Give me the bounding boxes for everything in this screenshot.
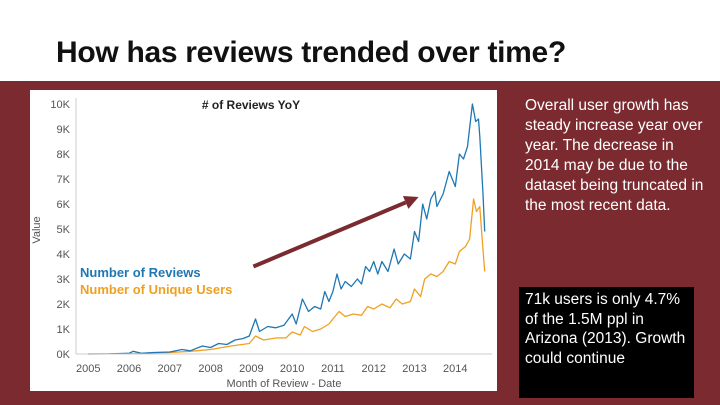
x-axis-label: Month of Review - Date [227, 378, 342, 390]
x-tick-label: 2013 [402, 363, 426, 375]
y-tick-label: 2K [57, 299, 71, 311]
y-tick-label: 9K [57, 124, 71, 136]
note-text: 71k users is only 4.7% of the 1.5M ppl i… [525, 291, 686, 367]
chart-title: # of Reviews YoY [202, 98, 300, 112]
y-tick-label: 6K [57, 199, 71, 211]
annotation-layer [252, 195, 419, 269]
x-tick-label: 2005 [76, 363, 100, 375]
x-tick-label: 2008 [198, 363, 222, 375]
y-tick-label: 0K [57, 349, 71, 361]
trend-arrow-head [402, 195, 419, 209]
slide-title: How has reviews trended over time? [56, 36, 566, 69]
legend-unique-users: Number of Unique Users [80, 282, 232, 297]
trend-arrow-shaft [252, 200, 407, 269]
x-tick-label: 2011 [321, 363, 345, 375]
y-tick-label: 5K [57, 224, 71, 236]
x-tick-label: 2010 [280, 363, 304, 375]
series-layer [88, 103, 486, 355]
y-tick-label: 7K [57, 174, 71, 186]
series-line-number-of-unique-users [88, 198, 486, 355]
y-tick-label: 8K [57, 149, 71, 161]
chart-card: 0K 1K 2K 3K 4K 5K 6K 7K 8K 9K 10K 2005 2006 2007 2008 2… [30, 90, 497, 391]
y-tick-label: 3K [57, 274, 71, 286]
series-line-number-of-reviews [88, 103, 486, 355]
y-tick-label: 4K [57, 249, 71, 261]
x-tick-label: 2007 [158, 363, 182, 375]
axis-layer: 0K 1K 2K 3K 4K 5K 6K 7K 8K 9K 10K 2005 2006 2007 2008 2… [50, 99, 467, 375]
note-box: 71k users is only 4.7% of the 1.5M ppl i… [519, 287, 694, 398]
x-tick-label: 2014 [443, 363, 467, 375]
y-tick-label: 10K [50, 99, 70, 111]
reviews-line-chart: 0K 1K 2K 3K 4K 5K 6K 7K 8K 9K 10K 2005 2006 2007 2008 2… [31, 98, 492, 390]
insight-text: Overall user growth has steady increase … [525, 97, 704, 214]
y-tick-label: 1K [57, 324, 71, 336]
legend-reviews: Number of Reviews [80, 265, 201, 280]
x-tick-label: 2012 [361, 363, 385, 375]
x-tick-label: 2006 [117, 363, 141, 375]
y-axis-label: Value [31, 216, 43, 243]
x-tick-label: 2009 [239, 363, 263, 375]
